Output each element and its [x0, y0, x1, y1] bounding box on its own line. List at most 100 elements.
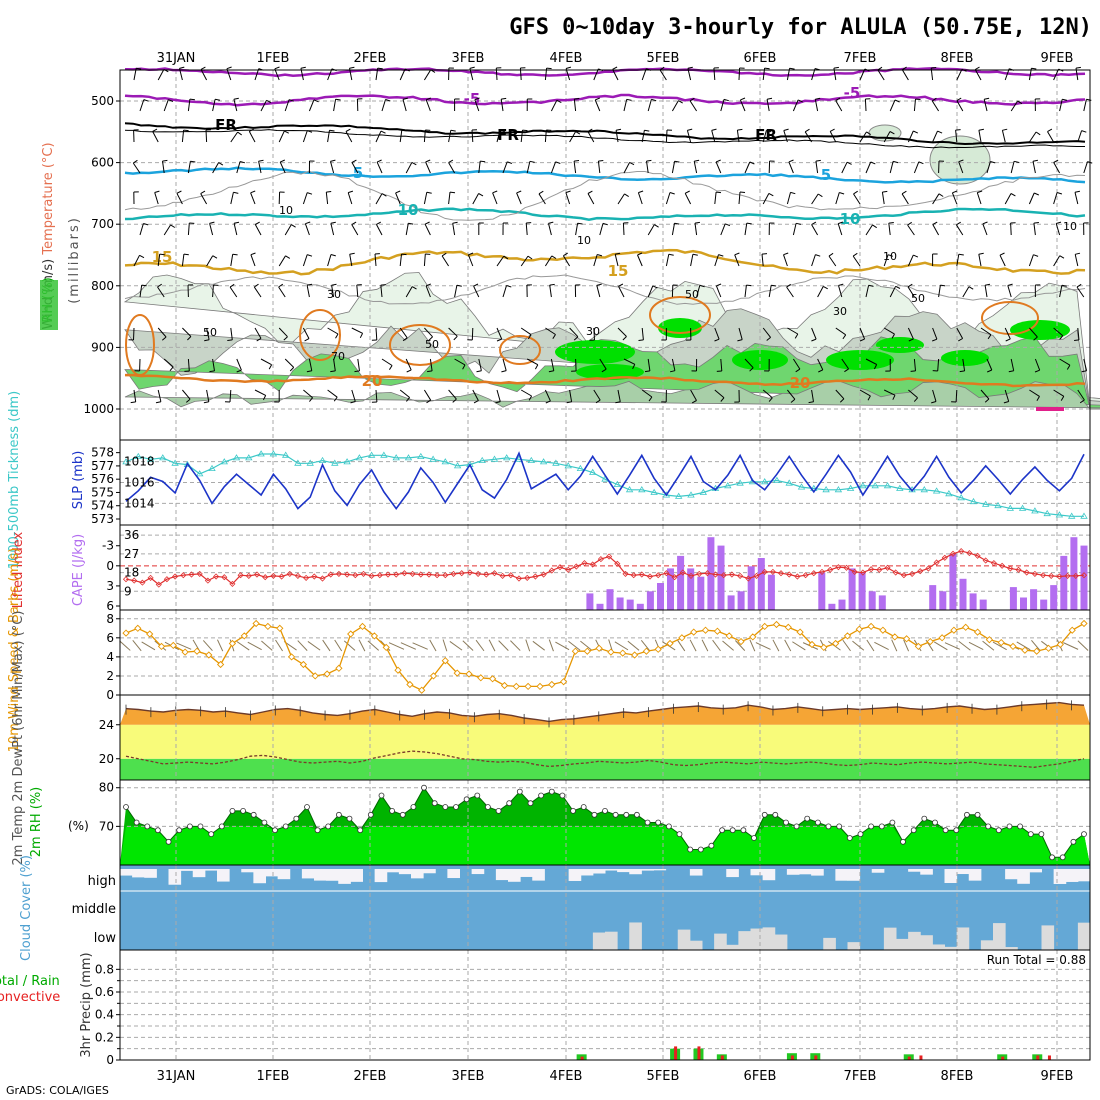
wind-barb [1077, 327, 1080, 340]
wind-barb [471, 327, 474, 341]
thickness-point [417, 452, 425, 459]
wind-barb [405, 162, 413, 174]
wind-barb-flag [895, 285, 901, 289]
wind-barb-flag [790, 191, 796, 195]
cape-bar [767, 574, 775, 610]
wind-barb-flag [644, 129, 650, 132]
thickness-point [871, 482, 879, 489]
wind-barb-flag [1010, 193, 1016, 197]
wind-barb-flag [255, 221, 260, 225]
thickness-point [846, 484, 855, 491]
wind-barb [736, 130, 740, 143]
wind-barb [984, 285, 988, 298]
wind-barb [132, 162, 141, 174]
cape-ylabel: CAPE (J/kg) [71, 534, 86, 606]
li-point [344, 571, 351, 578]
cape-bar [1050, 585, 1058, 610]
rh2m-point [602, 808, 608, 814]
wind-barb [1077, 389, 1085, 401]
wind-speed-point [784, 623, 792, 631]
temp-contour-fr [124, 122, 1086, 146]
wind-barb-flag [596, 283, 602, 286]
wind-barb-flag [209, 370, 215, 373]
li-point [245, 572, 252, 579]
wind-speed-point [536, 682, 544, 691]
wind-barb [425, 99, 431, 112]
wind-barb [641, 389, 653, 398]
thickness-point [699, 488, 708, 495]
li-point [139, 579, 146, 586]
wind-speed-point [772, 620, 781, 629]
rh2m-point [772, 811, 779, 818]
temp-contour-5 [124, 166, 1086, 184]
temp-contour-fr-2 [124, 129, 1085, 149]
wind-barb-flag [348, 190, 354, 194]
wind-speed-point [962, 623, 970, 631]
wind-speed-point [642, 647, 651, 655]
wind-barb-flag [330, 221, 336, 224]
temp-contour-20-cell [981, 301, 1039, 335]
rh2m-point [474, 792, 481, 799]
wind-barb [544, 129, 547, 143]
wind-speed-point [654, 645, 662, 653]
wind-barb [597, 161, 601, 174]
wind-barb [1083, 161, 1088, 174]
wind-speed-point [134, 624, 142, 632]
wind-barb [817, 286, 824, 298]
wind-barb [502, 161, 508, 174]
li-point [1048, 572, 1055, 579]
cape-tick-label: 9 [124, 584, 132, 598]
wind-barb-flag [1017, 100, 1023, 105]
wind-speed-point [761, 622, 769, 631]
high-cloud-gap [799, 869, 812, 875]
cape-bar [657, 583, 664, 610]
wind-barb-flag [811, 338, 817, 342]
thickness-point [945, 490, 953, 497]
wind10m-barb [532, 640, 545, 651]
wind-barb [908, 389, 918, 399]
wind-barb [375, 193, 383, 205]
wind-barb [720, 99, 725, 112]
wind-barb [500, 99, 504, 112]
wind10m-barb [735, 640, 746, 651]
wind-barb [405, 286, 413, 298]
wind-barb [762, 130, 767, 143]
wind-barb [1007, 285, 1012, 298]
wind-speed-point [1021, 646, 1029, 654]
wind-barb [471, 129, 474, 143]
wind-barb-flag [503, 255, 509, 260]
wind-barb [761, 254, 764, 267]
temp-contour-label: 15 [608, 262, 629, 280]
rh2m-point [410, 804, 417, 810]
li-point [319, 575, 326, 582]
wind-barb [181, 254, 185, 267]
wind-barb [786, 286, 794, 298]
wind10m-barb [755, 642, 771, 650]
wind-barb-flag [450, 129, 456, 132]
wind-barb [429, 358, 433, 371]
low-cloud-gap [726, 944, 739, 950]
wind10m-barb [701, 639, 709, 652]
wind10m-barb [1016, 641, 1031, 651]
wind-barb-flag [1032, 159, 1038, 162]
wind-barb-flag [307, 283, 313, 286]
wind-barb [206, 255, 214, 267]
low-cloud-gap [823, 937, 836, 950]
rh2m-point [250, 811, 257, 818]
wind-barb-flag [938, 193, 944, 197]
wind-barb [951, 192, 958, 205]
high-cloud-gap [811, 869, 824, 876]
wind-barb [395, 192, 401, 205]
low-cloud-gap [944, 946, 958, 950]
wind-barb-flag [522, 129, 528, 132]
wind-barb-flag [882, 190, 888, 193]
wind-barb [376, 161, 383, 174]
wind-speed-point [488, 675, 497, 683]
wind-barb-flag [250, 190, 256, 194]
wind-barb-flag [749, 367, 754, 372]
rh2m-point [910, 827, 917, 834]
wind-barb-flag [795, 368, 801, 373]
thickness-point [281, 451, 290, 458]
wind-barb [835, 100, 843, 112]
